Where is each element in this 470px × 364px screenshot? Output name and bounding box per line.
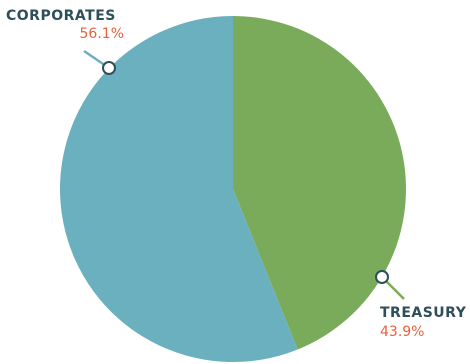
pie-slice-corporates <box>59 16 298 362</box>
slice-value-treasury: 43.9% <box>380 324 424 340</box>
slice-value-corporates: 56.1% <box>80 26 124 42</box>
pie-slice-treasury <box>233 16 406 350</box>
slice-label-treasury: TREASURY <box>380 305 467 321</box>
pie-slices <box>59 16 406 362</box>
callout-marker-treasury <box>375 270 389 284</box>
slice-label-corporates: CORPORATES <box>6 8 116 24</box>
callout-marker-corporates <box>102 61 116 75</box>
